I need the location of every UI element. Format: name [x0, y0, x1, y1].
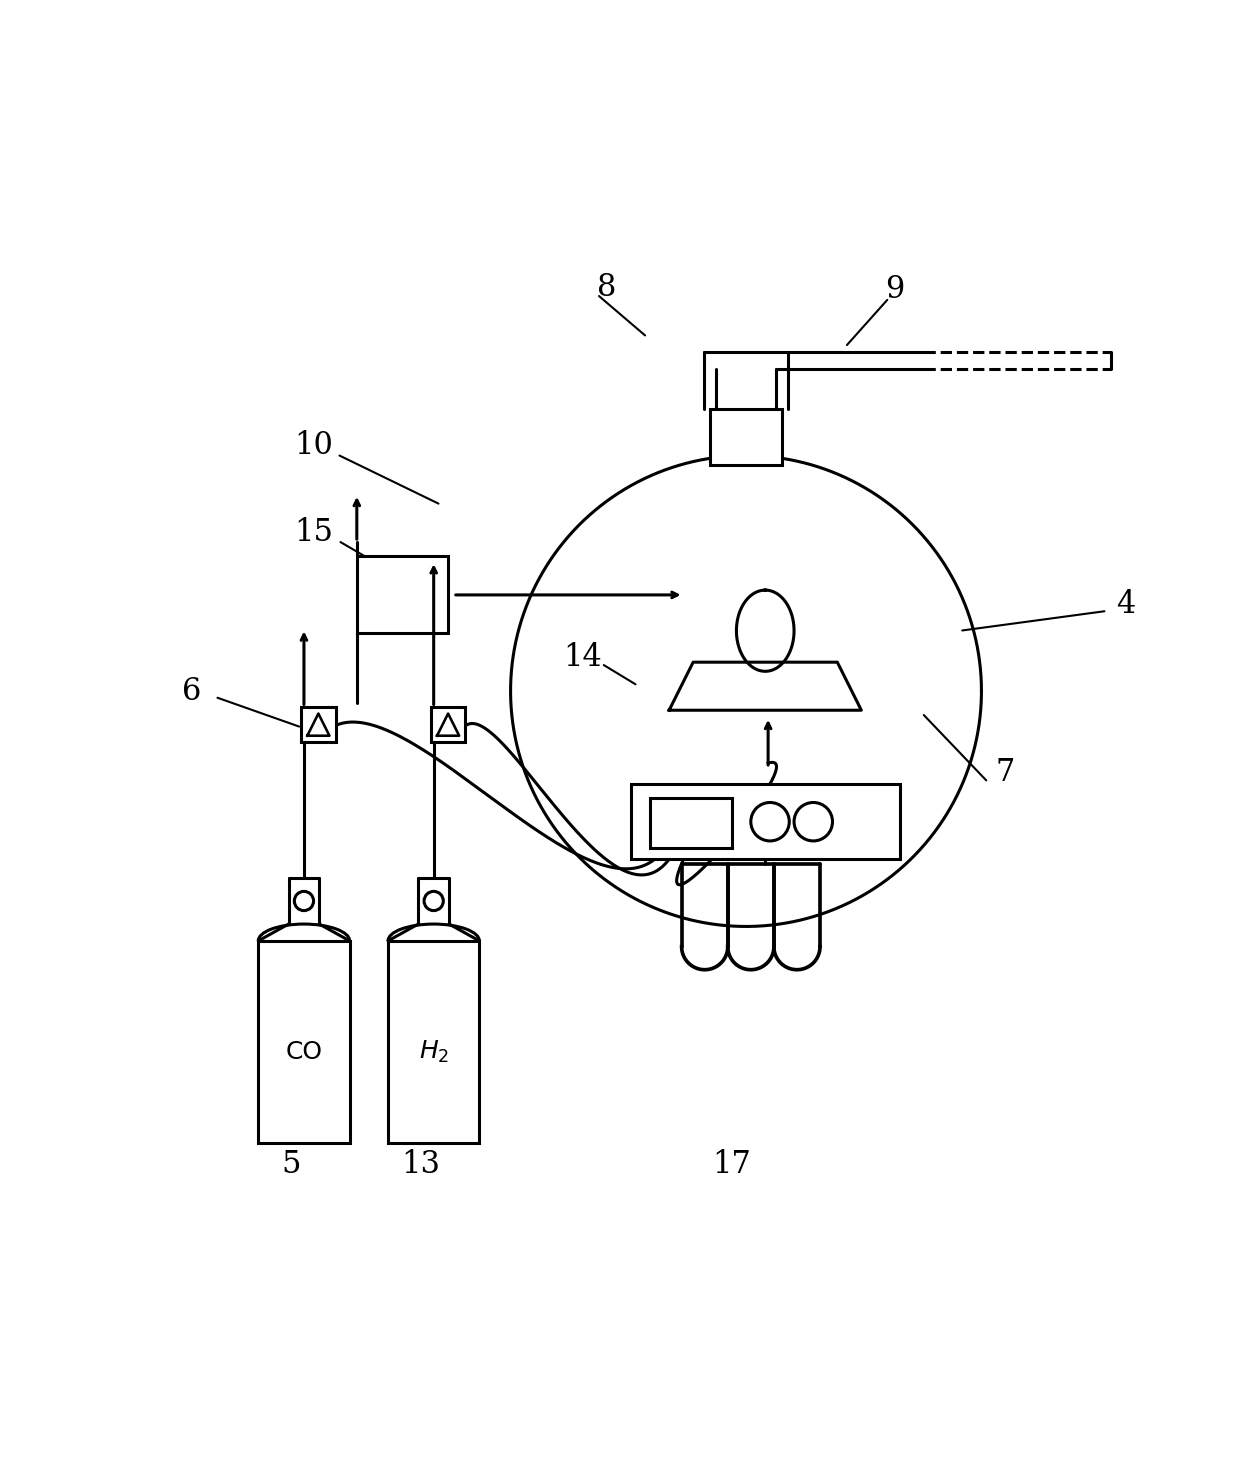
Text: 7: 7 [996, 757, 1016, 788]
Text: 8: 8 [596, 273, 616, 303]
Bar [301, 707, 336, 742]
Bar [631, 784, 900, 859]
Text: 14: 14 [563, 642, 603, 673]
Text: $H_2$: $H_2$ [419, 1038, 449, 1065]
Text: 17: 17 [712, 1149, 751, 1180]
Text: CO: CO [285, 1040, 322, 1064]
Text: 6: 6 [182, 676, 201, 707]
Text: 5: 5 [281, 1149, 301, 1180]
Text: 9: 9 [885, 274, 905, 305]
Bar [258, 941, 350, 1143]
Bar [357, 557, 448, 633]
Text: 13: 13 [402, 1149, 440, 1180]
Bar [430, 707, 465, 742]
Polygon shape [670, 663, 862, 710]
Text: 4: 4 [1116, 589, 1136, 620]
Text: 15: 15 [294, 517, 334, 548]
Bar [388, 941, 480, 1143]
Bar [711, 409, 782, 465]
Text: 10: 10 [294, 430, 334, 461]
Bar [650, 798, 732, 847]
